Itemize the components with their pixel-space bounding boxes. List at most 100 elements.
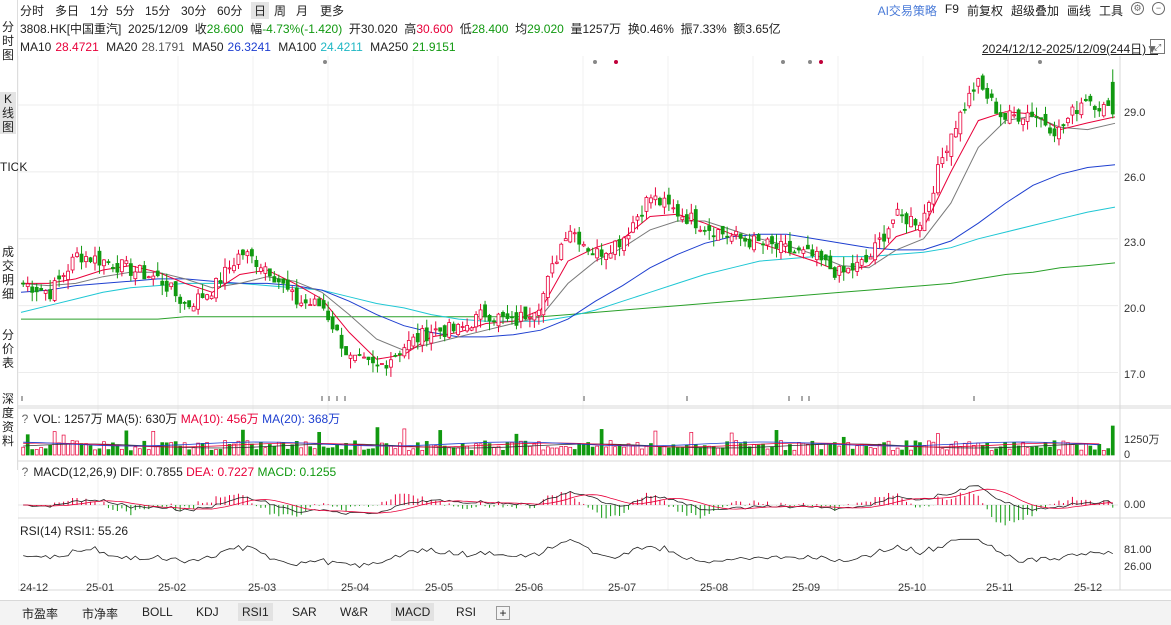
close-value: 28.600 (206, 22, 244, 36)
volume-bar (353, 440, 357, 456)
f9-button[interactable]: F9 (944, 2, 959, 16)
tools-button[interactable]: 工具 (1098, 4, 1123, 18)
volume-bar (788, 444, 792, 456)
period-multiday[interactable]: 多日 (55, 4, 80, 18)
candle-body (971, 89, 976, 92)
candle-body (1057, 126, 1061, 140)
expand-icon[interactable]: ⤢ (1150, 39, 1165, 54)
draw-button[interactable]: 画线 (1066, 4, 1091, 18)
volume-bar (115, 445, 120, 456)
volume-bar (738, 443, 743, 456)
add-indicator-button[interactable]: + (496, 606, 510, 620)
volume-bar (25, 434, 30, 456)
tab-pe[interactable]: 市盈率 (22, 607, 59, 621)
tab-wr[interactable]: W&R (340, 605, 368, 619)
candle-body (487, 314, 492, 322)
candle-body (532, 312, 537, 321)
volume-bar (1039, 447, 1043, 456)
volume-bar (913, 440, 918, 456)
amount-label: 额 (733, 22, 746, 36)
volume-bar (671, 444, 676, 456)
vtab-timeshare[interactable]: 分时图 (1, 20, 14, 62)
period-1min[interactable]: 1分 (90, 4, 109, 18)
candle-body (814, 251, 819, 261)
volume-bar (366, 448, 371, 456)
month-label: 25-02 (158, 582, 187, 594)
volume-bar (1070, 444, 1075, 456)
volume-bar (832, 442, 837, 456)
period-monthly[interactable]: 月 (296, 4, 309, 18)
candle-body (236, 253, 241, 265)
period-weekly[interactable]: 周 (274, 4, 287, 18)
volume-bar (1007, 448, 1012, 456)
settings-icon[interactable]: ⚙ (1131, 2, 1144, 15)
candle-body (97, 250, 102, 266)
vtab-tick[interactable]: TICK (0, 160, 28, 174)
tab-macd[interactable]: MACD (391, 603, 435, 621)
candle-body (406, 340, 411, 351)
period-15min[interactable]: 15分 (145, 4, 171, 18)
vtab-kline[interactable]: K线图 (0, 92, 16, 134)
volume-bar (819, 449, 824, 456)
candle-body (456, 323, 461, 336)
minus-icon[interactable]: − (1152, 2, 1165, 15)
candle-body (1106, 100, 1111, 106)
vtab-depth-data[interactable]: 深度资料 (1, 392, 14, 448)
volume-bar (716, 447, 721, 456)
candle-body (424, 327, 429, 342)
ma50-value: 26.3241 (227, 40, 271, 54)
candle-body (859, 259, 864, 266)
help-icon[interactable]: ? (21, 412, 29, 426)
candle-body (586, 248, 591, 252)
period-30min[interactable]: 30分 (181, 4, 207, 18)
vtab-price-table[interactable]: 分价表 (1, 328, 14, 370)
candle-body (146, 276, 151, 279)
tab-sar[interactable]: SAR (292, 605, 317, 619)
period-60min[interactable]: 60分 (217, 4, 243, 18)
period-timeshare[interactable]: 分时 (20, 4, 45, 18)
candle-body (747, 238, 752, 248)
candle-body (205, 294, 209, 300)
candle-body (39, 288, 44, 291)
candle-body (622, 237, 626, 252)
candle-body (725, 235, 730, 238)
candle-body (640, 214, 644, 217)
candle-body (604, 253, 609, 260)
volume-bar (1043, 442, 1048, 456)
volume-bars (21, 425, 1115, 456)
tab-rsi[interactable]: RSI (456, 605, 477, 619)
overlay-button[interactable]: 超级叠加 (1010, 4, 1059, 18)
candle-body (868, 256, 873, 260)
event-marker (808, 60, 812, 64)
period-more[interactable]: 更多 (320, 4, 345, 18)
ai-strategy-button[interactable]: AI交易策略 (877, 4, 937, 18)
tab-rsi1[interactable]: RSI1 (238, 603, 273, 621)
volume-bar (720, 447, 725, 456)
volume-bar (613, 446, 617, 456)
period-daily[interactable]: 日 (251, 2, 270, 19)
volume-bar (752, 444, 756, 456)
volume-bar (1097, 444, 1102, 456)
tab-boll[interactable]: BOLL (142, 605, 173, 619)
vtab-trade-detail[interactable]: 成交明细 (1, 245, 14, 301)
candle-body (819, 250, 824, 261)
rsi-axis-top: 81.00 (1124, 544, 1152, 556)
candle-body (218, 280, 223, 284)
candle-body (232, 265, 236, 272)
candle-body (290, 289, 295, 292)
volume-bar (303, 441, 308, 456)
volume-bar (1075, 444, 1079, 456)
candle-body (447, 322, 452, 338)
candle-body (200, 293, 205, 298)
adjust-button[interactable]: 前复权 (966, 4, 1003, 18)
help-icon[interactable]: ? (21, 465, 29, 479)
date-range[interactable]: 2024/12/12-2025/12/09(244日)▼ (982, 42, 1159, 56)
volume-bar (205, 442, 209, 456)
period-5min[interactable]: 5分 (116, 4, 135, 18)
candle-body (774, 243, 779, 249)
tab-pb[interactable]: 市净率 (82, 607, 119, 621)
volume-bar (344, 443, 348, 456)
candle-body (151, 275, 156, 280)
tab-kdj[interactable]: KDJ (196, 605, 219, 619)
volume-bar (182, 442, 187, 456)
